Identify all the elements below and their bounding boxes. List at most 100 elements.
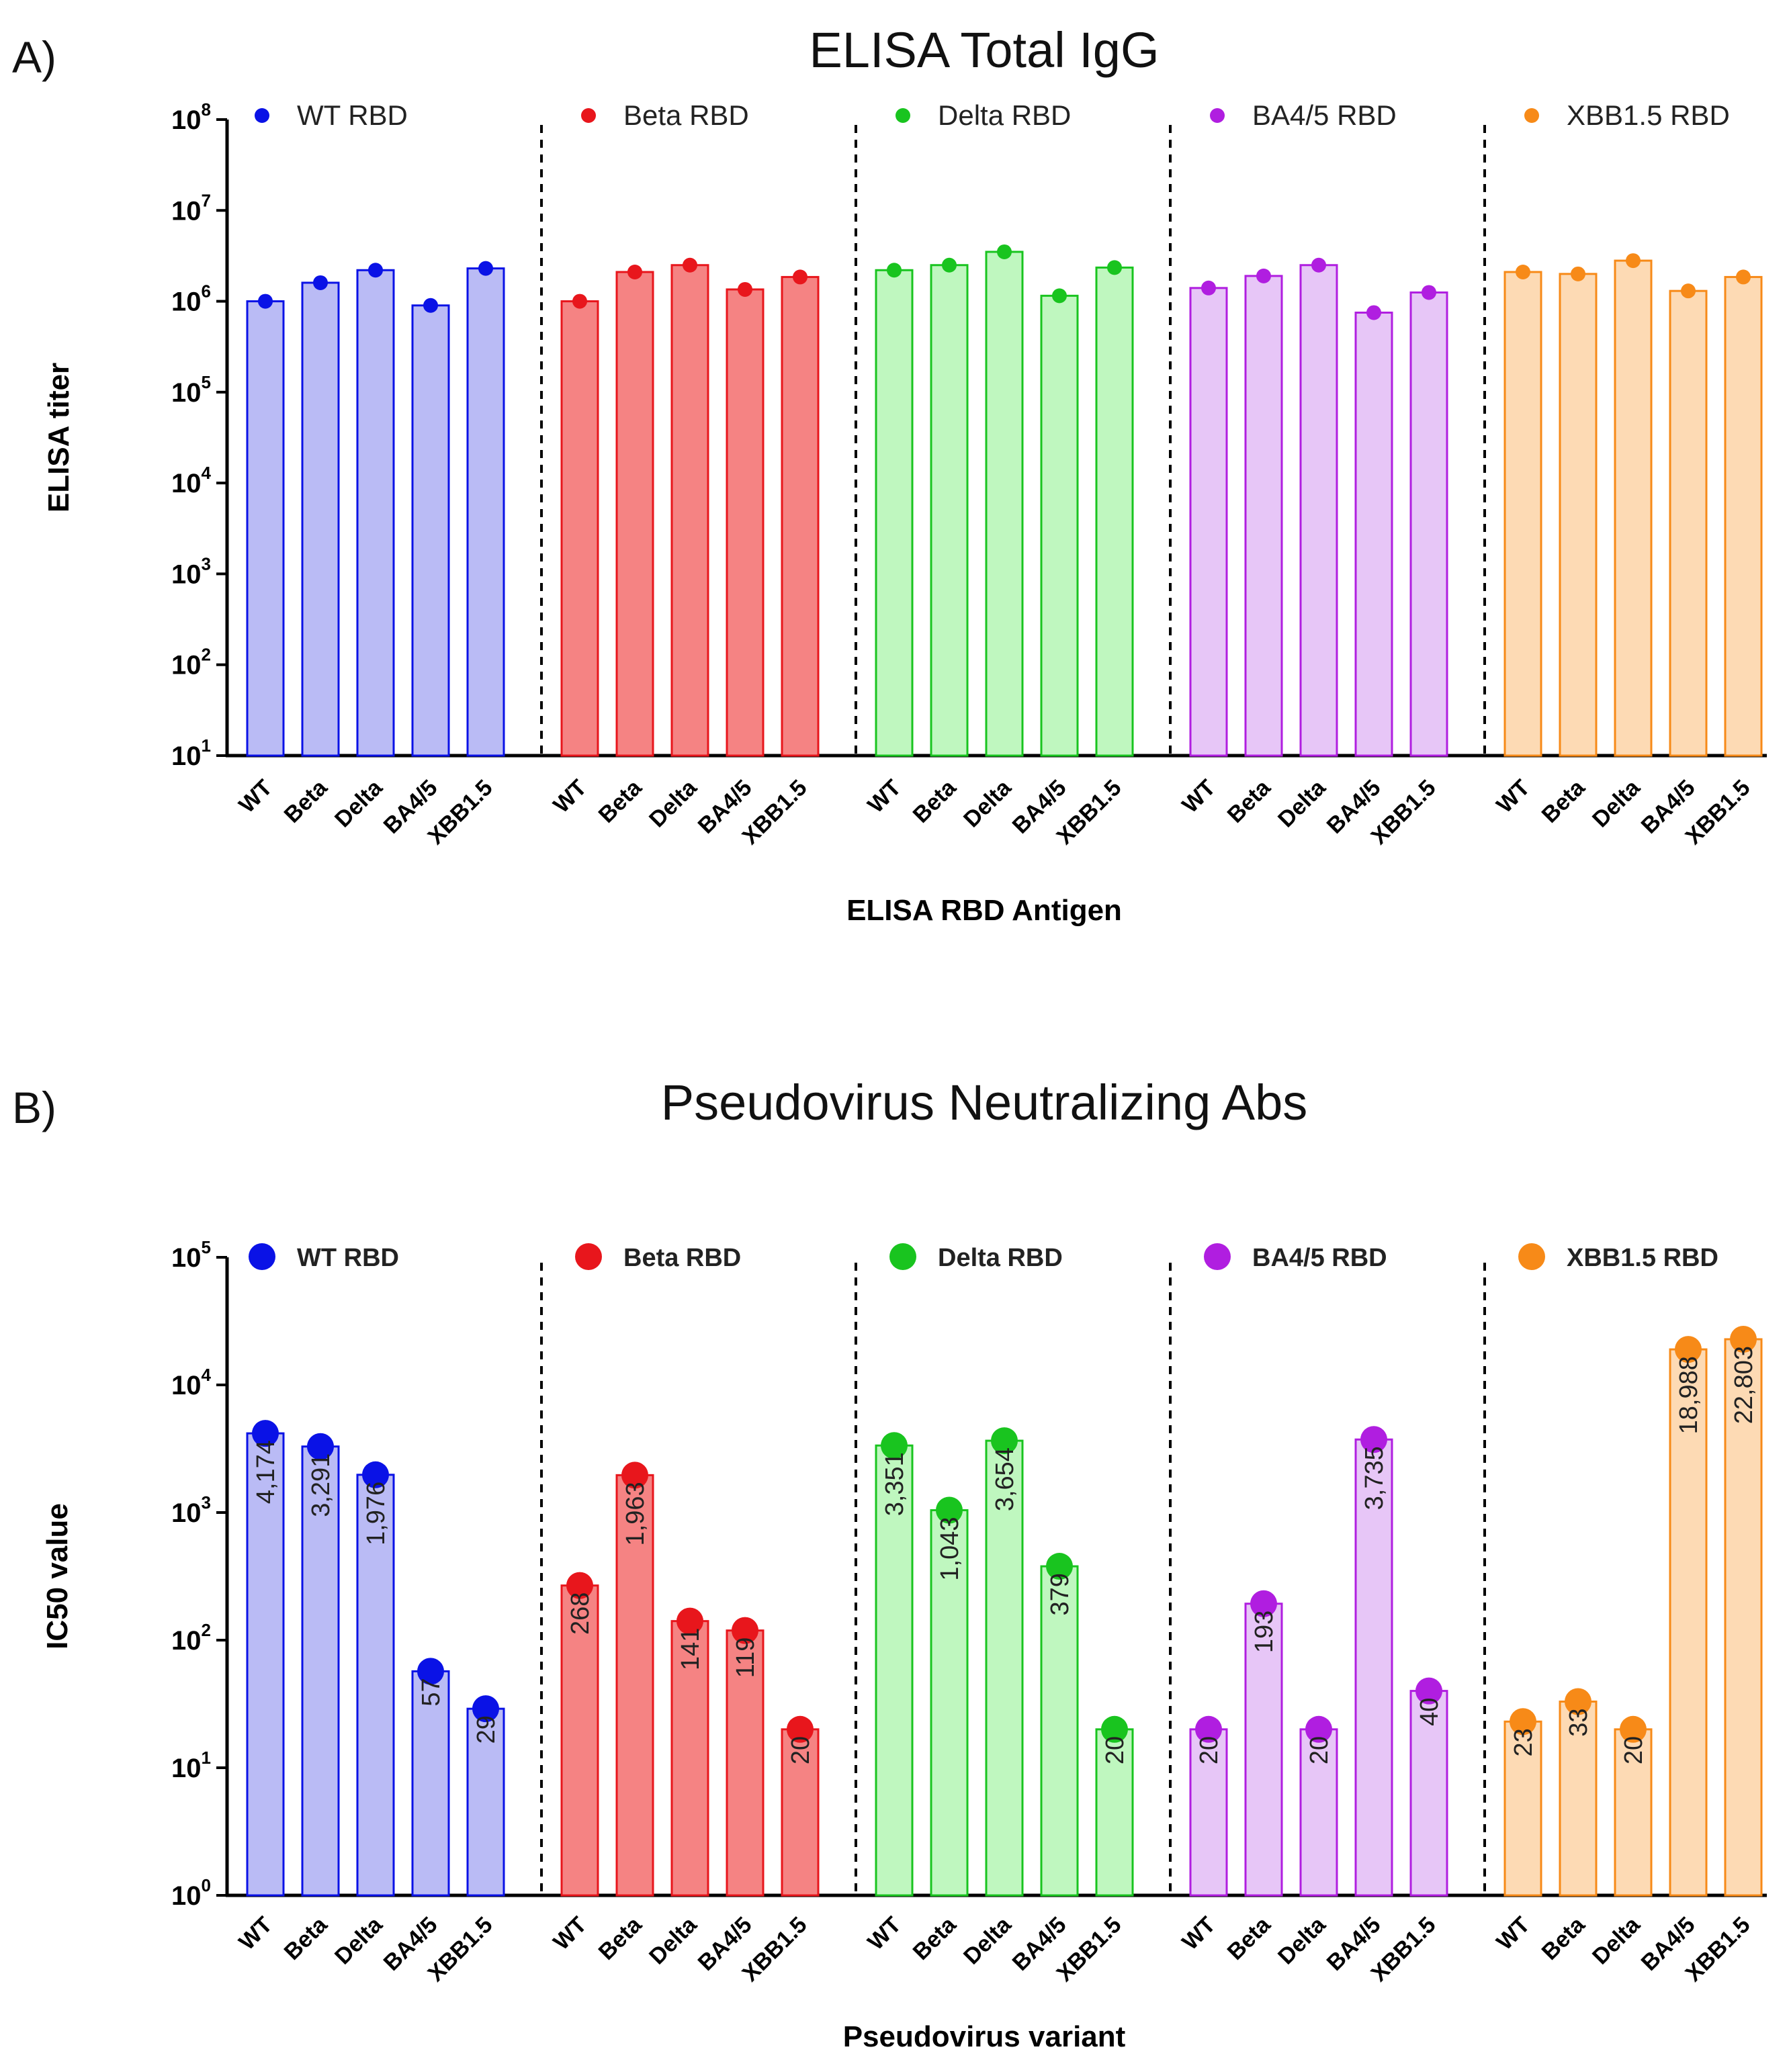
- data-point: [732, 1617, 758, 1644]
- legend-marker: [1518, 1243, 1545, 1270]
- y-tick-label: 108: [171, 99, 211, 135]
- bar: [1189, 287, 1228, 757]
- data-label: 20: [1195, 1736, 1223, 1764]
- bar: [781, 275, 820, 757]
- data-point: [1366, 305, 1381, 320]
- series-b-0: WT RBD4,174WT3,291Beta1,976Delta57BA4/52…: [234, 1243, 505, 1987]
- category-label: Delta: [330, 1911, 388, 1969]
- data-label: 57: [417, 1678, 445, 1706]
- y-tick-label: 105: [171, 1237, 211, 1273]
- category-label: Delta: [644, 1911, 702, 1969]
- data-label: 193: [1250, 1611, 1278, 1653]
- data-point: [1415, 1677, 1442, 1705]
- bar: [1299, 264, 1338, 757]
- data-label: 20: [1305, 1736, 1334, 1764]
- bar: [1409, 1690, 1448, 1897]
- bar: [560, 300, 599, 757]
- category-label: Delta: [959, 774, 1016, 832]
- bar: [246, 1432, 285, 1897]
- category-label: WT: [1177, 775, 1220, 818]
- category-label: Beta: [594, 1911, 648, 1965]
- data-point: [362, 1461, 389, 1488]
- data-point: [1101, 1715, 1128, 1743]
- bar: [1040, 294, 1079, 757]
- legend-label: WT RBD: [297, 99, 408, 131]
- legend-marker: [1210, 108, 1225, 123]
- bar: [246, 300, 285, 757]
- data-point: [1516, 264, 1530, 279]
- category-label: Delta: [1587, 1911, 1645, 1969]
- data-point: [738, 281, 752, 297]
- category-label: WT: [863, 775, 906, 818]
- legend-marker: [575, 1243, 602, 1270]
- data-label: 1,976: [362, 1482, 390, 1545]
- data-label: 20: [1620, 1736, 1648, 1764]
- data-point: [942, 257, 957, 273]
- bar: [1669, 1348, 1708, 1897]
- legend-label: WT RBD: [297, 1244, 399, 1272]
- bar: [411, 304, 450, 757]
- category-label: WT: [1177, 1912, 1220, 1955]
- y-tick-label: 100: [171, 1875, 211, 1911]
- bar: [1354, 311, 1393, 757]
- legend-label: Delta RBD: [938, 99, 1071, 131]
- data-point: [572, 294, 587, 309]
- category-label: Beta: [594, 774, 648, 828]
- legend-marker: [1204, 1243, 1231, 1270]
- series-b-2: Delta RBD3,351WT1,043Beta3,654Delta379BA…: [863, 1243, 1134, 1987]
- legend-label: XBB1.5 RBD: [1567, 1244, 1718, 1272]
- data-point: [1571, 266, 1585, 281]
- legend-label: Beta RBD: [623, 1244, 741, 1272]
- bar: [875, 269, 914, 757]
- series-b-1: Beta RBD268WT1,963Beta141Delta119BA4/520…: [548, 1243, 820, 1987]
- bar: [615, 271, 654, 757]
- legend-label: BA4/5 RBD: [1252, 99, 1397, 131]
- data-point: [936, 1496, 963, 1524]
- category-label: Delta: [330, 774, 388, 832]
- data-point: [1195, 1715, 1222, 1743]
- data-point: [1107, 260, 1122, 275]
- category-label: Delta: [1273, 774, 1331, 832]
- bar: [1614, 259, 1653, 757]
- y-tick-label: 106: [171, 281, 211, 317]
- category-label: WT: [548, 775, 591, 818]
- data-point: [258, 294, 273, 309]
- panel-a: A) ELISA Total IgG 101 102 103 104 105 106 107 10…: [12, 22, 1767, 927]
- data-point: [991, 1427, 1018, 1455]
- bar: [985, 251, 1024, 757]
- data-point: [1250, 1590, 1277, 1617]
- category-label: Beta: [1223, 1911, 1276, 1965]
- bar: [1559, 1700, 1598, 1897]
- y-tick-label: 102: [171, 645, 211, 680]
- category-label: WT: [1491, 775, 1534, 818]
- bar: [1409, 291, 1448, 757]
- data-label: 119: [732, 1637, 760, 1678]
- y-tick-label: 103: [171, 1492, 211, 1528]
- bar: [1724, 275, 1763, 757]
- category-label: WT: [234, 1912, 277, 1955]
- legend-marker: [889, 1243, 916, 1270]
- category-label: Beta: [908, 774, 962, 828]
- data-point: [1046, 1553, 1073, 1580]
- data-label: 379: [1046, 1573, 1074, 1615]
- y-tick-label: 101: [171, 735, 211, 771]
- bar: [985, 1439, 1024, 1897]
- y-tick-label: 104: [171, 1365, 212, 1400]
- series-b-4: XBB1.5 RBD23WT33Beta20Delta18,988BA4/522…: [1491, 1243, 1763, 1987]
- bar: [1095, 1728, 1134, 1897]
- bar: [1095, 266, 1134, 757]
- legend-label: Beta RBD: [623, 99, 749, 131]
- data-point: [1422, 285, 1436, 300]
- data-label: 268: [566, 1592, 595, 1635]
- panel-b-x-axis-title: Pseudovirus variant: [843, 2020, 1126, 2053]
- category-label: WT: [548, 1912, 591, 1955]
- data-label: 4,174: [252, 1440, 280, 1504]
- data-label: 23: [1510, 1728, 1538, 1756]
- legend-marker: [581, 108, 596, 123]
- data-point: [478, 261, 493, 276]
- data-point: [1311, 257, 1326, 273]
- panel-b-letter: B): [12, 1083, 56, 1132]
